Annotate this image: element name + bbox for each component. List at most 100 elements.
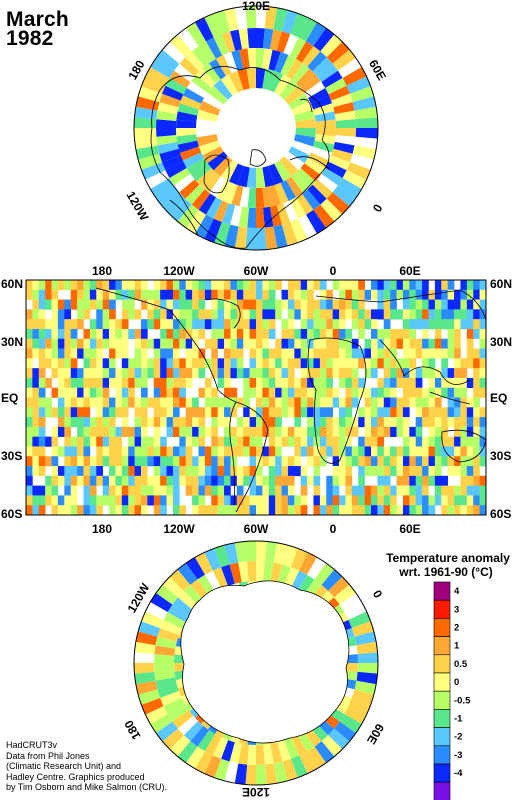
anomaly-cell: [141, 319, 148, 330]
anomaly-cell: [447, 436, 455, 447]
anomaly-cell: [339, 475, 346, 486]
anomaly-cell: [230, 348, 238, 359]
anomaly-cell: [434, 417, 442, 428]
anomaly-cell: [332, 446, 340, 457]
anomaly-cell: [134, 377, 142, 389]
anomaly-cell: [409, 505, 417, 515]
anomaly-cell: [307, 328, 314, 340]
anomaly-cell: [96, 280, 103, 291]
anomaly-cell: [96, 299, 103, 310]
south-polar-map: 120W 0 60E 120E 180: [121, 540, 387, 799]
north-polar-map: 120E 60E 0 120W 180: [124, 0, 389, 251]
anomaly-cell: [172, 426, 180, 437]
anomaly-cell: [197, 574, 215, 596]
anomaly-cell: [77, 309, 84, 320]
anomaly-cell: [402, 466, 410, 477]
anomaly-cell: [409, 387, 417, 398]
anomaly-cell: [332, 466, 340, 477]
anomaly-cell: [281, 397, 289, 408]
anomaly-cell: [307, 407, 314, 418]
anomaly-cell: [351, 387, 359, 398]
anomaly-cell: [115, 280, 123, 291]
anomaly-cell: [441, 289, 448, 300]
anomaly-cell: [434, 338, 442, 349]
legend-title-line1: Temperature anomaly: [386, 551, 510, 565]
anomaly-cell: [291, 100, 314, 116]
anomaly-cell: [160, 495, 167, 506]
anomaly-cell: [282, 545, 298, 568]
anomaly-cell: [287, 426, 295, 437]
anomaly-cell: [166, 319, 174, 330]
anomaly-cell: [176, 128, 197, 137]
anomaly-cell: [402, 456, 410, 467]
anomaly-cell: [230, 397, 238, 408]
anomaly-cell: [64, 397, 72, 408]
anomaly-cell: [460, 495, 468, 506]
anomaly-cell: [177, 741, 198, 763]
anomaly-cell: [26, 377, 33, 389]
anomaly-cell: [45, 407, 52, 418]
anomaly-cell: [281, 368, 289, 379]
anomaly-cell: [89, 358, 97, 369]
anomaly-cell: [243, 505, 250, 515]
anomaly-cell: [167, 704, 189, 722]
anomaly-cell: [243, 299, 250, 310]
anomaly-cell: [441, 338, 448, 349]
left-label-30n: 30N: [1, 335, 23, 349]
anomaly-cell: [402, 407, 410, 418]
anomaly-cell: [102, 485, 110, 496]
anomaly-cell: [195, 552, 213, 575]
anomaly-cell: [155, 636, 177, 649]
anomaly-cell: [109, 417, 116, 428]
anomaly-cell: [447, 289, 455, 300]
anomaly-cell: [128, 368, 135, 379]
anomaly-cell: [351, 689, 374, 705]
anomaly-cell: [326, 377, 333, 389]
top-label-0: 0: [330, 264, 337, 278]
anomaly-cell: [70, 338, 78, 349]
anomaly-cell: [409, 289, 417, 300]
anomaly-cell: [264, 6, 278, 30]
anomaly-cell: [473, 436, 480, 447]
anomaly-cell: [294, 299, 302, 310]
anomaly-cell: [390, 358, 397, 369]
top-label-60e: 60E: [399, 264, 420, 278]
anomaly-cell: [247, 28, 256, 49]
anomaly-cell: [371, 456, 378, 467]
legend-label: 2: [454, 623, 459, 634]
anomaly-cell: [313, 456, 321, 467]
anomaly-cell: [245, 227, 256, 250]
credit-line: (Climatic Research Unit) and: [6, 761, 122, 771]
anomaly-cell: [185, 368, 193, 379]
anomaly-cell: [291, 63, 310, 84]
anomaly-cell: [352, 96, 377, 111]
anomaly-cell: [38, 299, 46, 310]
anomaly-cell: [383, 338, 391, 349]
anomaly-cell: [264, 226, 278, 250]
anomaly-cell: [185, 328, 193, 340]
anomaly-cell: [415, 456, 423, 467]
anomaly-cell: [134, 641, 156, 655]
anomaly-cell: [434, 436, 442, 447]
anomaly-cell: [162, 85, 184, 101]
anomaly-cell: [249, 495, 257, 506]
anomaly-cell: [314, 111, 336, 122]
anomaly-cell: [288, 92, 310, 110]
anomaly-cell: [307, 456, 314, 467]
anomaly-cell: [447, 387, 455, 398]
anomaly-cell: [339, 299, 346, 310]
anomaly-cell: [26, 387, 33, 398]
anomaly-cell: [287, 289, 295, 300]
anomaly-cell: [147, 309, 155, 320]
anomaly-cell: [377, 505, 385, 515]
anomaly-cell: [236, 495, 244, 506]
anomaly-cell: [224, 417, 231, 428]
anomaly-cell: [83, 377, 91, 389]
anomaly-cell: [466, 319, 474, 330]
anomaly-cell: [256, 466, 263, 477]
anomaly-cell: [383, 505, 391, 515]
anomaly-cell: [243, 397, 250, 408]
anomaly-cell: [64, 485, 72, 496]
anomaly-cell: [121, 495, 129, 506]
anomaly-cell: [128, 485, 135, 496]
